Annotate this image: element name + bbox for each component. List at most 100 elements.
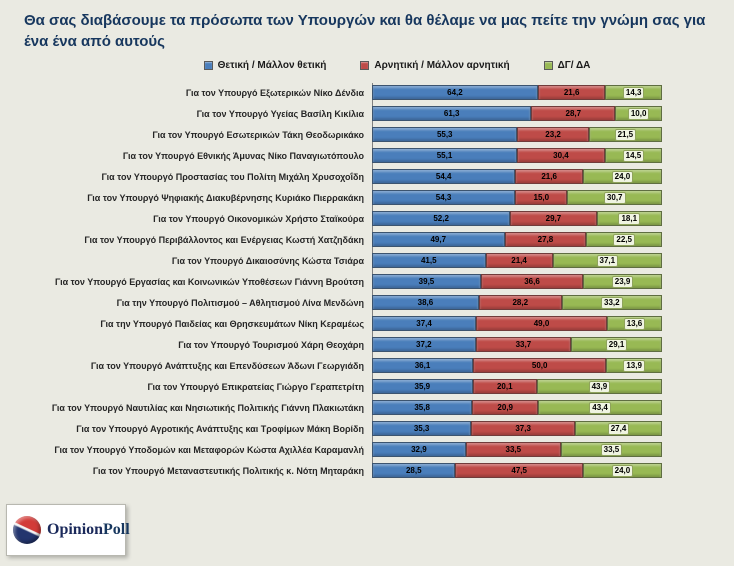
chart-row: Για τον Υπουργό Περιβάλλοντος και Ενέργε… bbox=[8, 232, 662, 247]
chart-row: Για τον Υπουργό Ναυτιλίας και Νησιωτικής… bbox=[8, 400, 662, 415]
stacked-bar: 28,5 47,5 24,0 bbox=[372, 463, 662, 478]
value-label: 30,4 bbox=[553, 151, 569, 160]
category-label: Για τον Υπουργό Οικονομικών Χρήστο Σταϊκ… bbox=[153, 213, 364, 224]
logo-text-poll: Poll bbox=[103, 521, 130, 538]
bar-segment-negative: 21,6 bbox=[537, 85, 606, 100]
value-label: 29,1 bbox=[605, 338, 628, 351]
bar-segment-dk-na: 37,1 bbox=[552, 253, 662, 268]
bar-segment-positive: 61,3 bbox=[372, 106, 532, 121]
value-label: 14,3 bbox=[622, 86, 645, 99]
value-label: 52,2 bbox=[433, 214, 449, 223]
value-label: 49,7 bbox=[430, 235, 447, 244]
stacked-bar: 55,1 30,4 14,5 bbox=[372, 148, 662, 163]
poll-results-page: Θα σας διαβάσουμε τα πρόσωπα των Υπουργώ… bbox=[0, 10, 734, 556]
value-label: 23,9 bbox=[611, 275, 634, 288]
value-label: 43,9 bbox=[588, 380, 611, 393]
value-label: 38,6 bbox=[417, 298, 434, 307]
value-label: 49,0 bbox=[533, 319, 550, 328]
chart-row: Για τον Υπουργό Εξωτερικών Νίκο Δένδια 64… bbox=[8, 85, 662, 100]
chart-row: Για τον Υπουργό Εργασίας και Κοινωνικών … bbox=[8, 274, 662, 289]
category-label: Για τον Υπουργό Ναυτιλίας και Νησιωτικής… bbox=[51, 402, 364, 413]
value-label: 29,7 bbox=[545, 214, 562, 223]
opinionpoll-logo: OpinionPoll bbox=[6, 504, 130, 556]
opinionpoll-logo-text: OpinionPoll bbox=[47, 521, 130, 539]
chart-title: Θα σας διαβάσουμε τα πρόσωπα των Υπουργώ… bbox=[24, 12, 706, 50]
value-label: 41,5 bbox=[420, 256, 437, 265]
value-label: 64,2 bbox=[447, 88, 463, 97]
value-label: 36,1 bbox=[414, 361, 431, 370]
stacked-bar: 35,9 20,1 43,9 bbox=[372, 379, 662, 394]
bar-segment-dk-na: 18,1 bbox=[596, 211, 662, 226]
legend-swatch-icon bbox=[360, 61, 370, 70]
value-label: 13,9 bbox=[623, 359, 645, 372]
category-label: Για τον Υπουργό Δικαιοσύνης Κώστα Τσιάρα bbox=[171, 255, 364, 266]
category-label: Για τον Υπουργό Υγείας Βασίλη Κικίλια bbox=[196, 108, 364, 119]
chart-row: Για τον Υπουργό Προστασίας του Πολίτη Μι… bbox=[8, 169, 662, 184]
bar-segment-negative: 20,1 bbox=[472, 379, 537, 394]
bar-segment-dk-na: 24,0 bbox=[582, 463, 662, 478]
stacked-bar: 54,3 15,0 30,7 bbox=[372, 190, 662, 205]
stacked-bar: 37,4 49,0 13,6 bbox=[372, 316, 662, 331]
value-label: 28,7 bbox=[565, 109, 582, 118]
value-label: 54,4 bbox=[435, 172, 452, 181]
category-label: Για την Υπουργό Πολιτισμού – Αθλητισμού … bbox=[116, 297, 364, 308]
category-label: Για τον Υπουργό Περιβάλλοντος και Ενέργε… bbox=[84, 234, 364, 245]
bar-segment-positive: 36,1 bbox=[372, 358, 474, 373]
stacked-bar: 61,3 28,7 10,0 bbox=[372, 106, 662, 121]
value-label: 13,6 bbox=[623, 317, 646, 330]
bar-segment-negative: 28,2 bbox=[478, 295, 562, 310]
value-label: 55,1 bbox=[436, 151, 453, 160]
bar-segment-positive: 55,1 bbox=[372, 148, 517, 163]
value-label: 15,0 bbox=[533, 193, 550, 202]
bar-segment-dk-na: 24,0 bbox=[582, 169, 662, 184]
value-label: 43,4 bbox=[589, 401, 611, 414]
bar-segment-dk-na: 43,4 bbox=[538, 400, 662, 415]
category-label: Για τον Υπουργό Εθνικής Άμυνας Νίκο Πανα… bbox=[122, 150, 364, 161]
bar-segment-negative: 21,6 bbox=[515, 169, 583, 184]
legend-item-2: ΔΓ/ ΔΑ bbox=[543, 60, 591, 71]
value-label: 27,8 bbox=[537, 235, 554, 244]
bar-segment-positive: 54,3 bbox=[372, 190, 516, 205]
value-label: 28,5 bbox=[405, 466, 422, 475]
bar-segment-dk-na: 30,7 bbox=[567, 190, 662, 205]
bar-segment-positive: 52,2 bbox=[372, 211, 511, 226]
value-label: 37,4 bbox=[416, 319, 432, 328]
bar-segment-positive: 38,6 bbox=[372, 295, 479, 310]
bar-segment-dk-na: 10,0 bbox=[615, 106, 662, 121]
stacked-bar: 64,2 21,6 14,3 bbox=[372, 85, 662, 100]
stacked-bar: 32,9 33,5 33,5 bbox=[372, 442, 662, 457]
stacked-bar: 52,2 29,7 18,1 bbox=[372, 211, 662, 226]
stacked-bar: 39,5 36,6 23,9 bbox=[372, 274, 662, 289]
stacked-bar: 38,6 28,2 33,2 bbox=[372, 295, 662, 310]
bar-segment-positive: 35,8 bbox=[372, 400, 473, 415]
category-label: Για τον Υπουργό Επικρατείας Γιώργο Γεραπ… bbox=[147, 381, 364, 392]
bar-segment-negative: 27,8 bbox=[504, 232, 587, 247]
value-label: 61,3 bbox=[443, 109, 460, 118]
value-label: 37,1 bbox=[596, 254, 619, 267]
bar-segment-dk-na: 13,6 bbox=[606, 316, 662, 331]
value-label: 21,4 bbox=[511, 256, 527, 265]
chart-row: Για τον Υπουργό Εσωτερικών Τάκη Θεοδωρικ… bbox=[8, 127, 662, 142]
bar-segment-dk-na: 43,9 bbox=[536, 379, 662, 394]
bar-segment-positive: 54,4 bbox=[372, 169, 516, 184]
value-label: 22,5 bbox=[613, 233, 635, 246]
category-label: Για τον Υπουργό Μεταναστευτικής Πολιτική… bbox=[92, 465, 364, 476]
bar-segment-negative: 33,5 bbox=[465, 442, 561, 457]
chart-row: Για τον Υπουργό Ψηφιακής Διακυβέρνησης Κ… bbox=[8, 190, 662, 205]
bar-segment-dk-na: 13,9 bbox=[606, 358, 662, 373]
bar-segment-negative: 49,0 bbox=[476, 316, 607, 331]
value-label: 21,6 bbox=[563, 88, 580, 97]
value-label: 33,7 bbox=[515, 340, 532, 349]
value-label: 27,4 bbox=[607, 422, 630, 435]
bar-segment-negative: 50,0 bbox=[473, 358, 607, 373]
bar-segment-dk-na: 22,5 bbox=[586, 232, 662, 247]
bar-segment-positive: 35,9 bbox=[372, 379, 473, 394]
legend-item-1: Αρνητική / Μάλλον αρνητική bbox=[360, 60, 510, 71]
bar-segment-positive: 35,3 bbox=[372, 421, 472, 436]
value-label: 33,2 bbox=[601, 296, 623, 309]
legend-label: ΔΓ/ ΔΑ bbox=[557, 60, 591, 71]
category-label: Για τον Υπουργό Αγροτικής Ανάπτυξης και … bbox=[76, 423, 364, 434]
stacked-bar: 55,3 23,2 21,5 bbox=[372, 127, 662, 142]
legend-label: Θετική / Μάλλον θετική bbox=[217, 60, 327, 71]
bar-segment-dk-na: 14,3 bbox=[605, 85, 662, 100]
